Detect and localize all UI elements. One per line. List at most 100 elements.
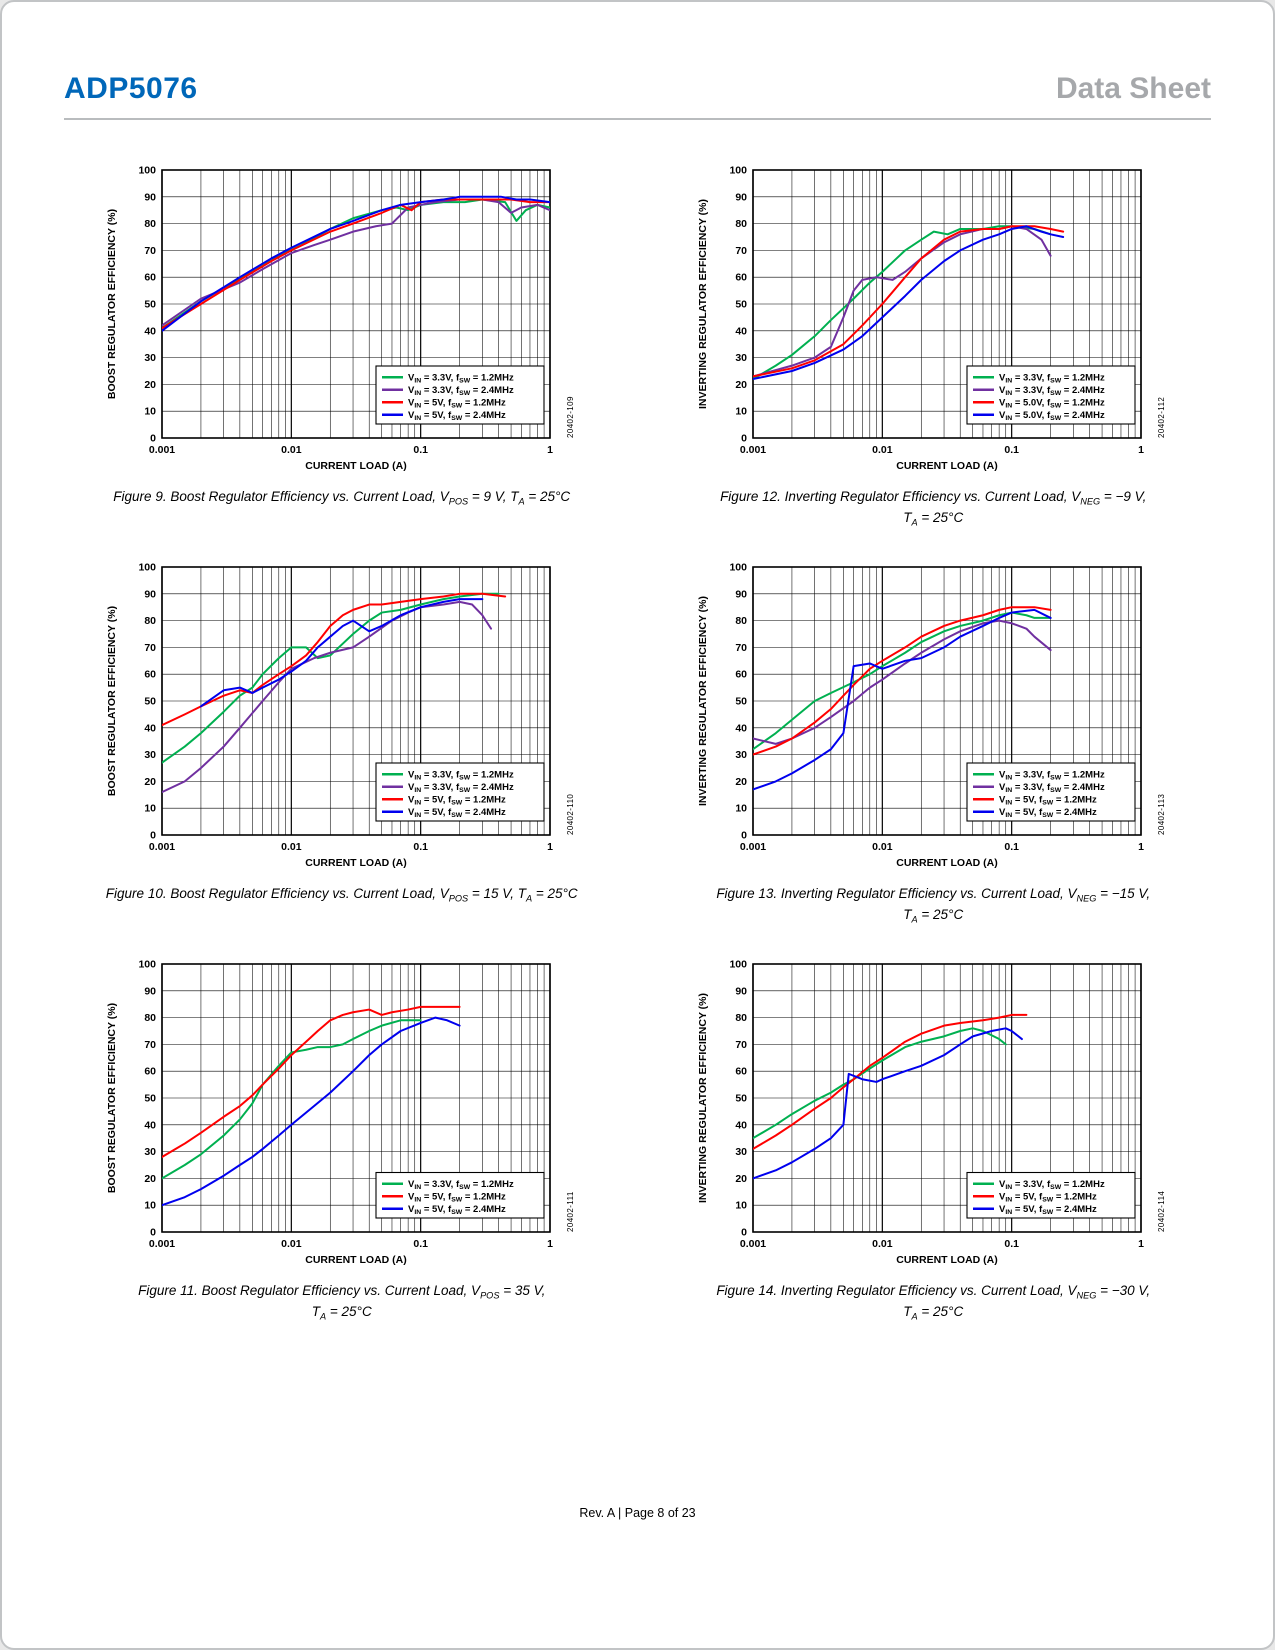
page-footer: Rev. A | Page 8 of 23 — [2, 1506, 1273, 1520]
figure-12-svg: 0 10 20 30 40 50 60 70 80 90 100 0.001 0.01 0.1 1 INVER… — [697, 165, 1166, 473]
svg-text:CURRENT LOAD (A): CURRENT LOAD (A) — [305, 460, 407, 472]
svg-text:1: 1 — [1138, 841, 1144, 853]
svg-text:70: 70 — [144, 642, 156, 654]
svg-text:0.1: 0.1 — [1005, 444, 1020, 456]
svg-text:VIN = 5V, fSW = 1.2MHz: VIN = 5V, fSW = 1.2MHz — [999, 1192, 1097, 1204]
svg-text:0.001: 0.001 — [149, 444, 175, 456]
svg-text:70: 70 — [736, 1039, 748, 1051]
svg-text:VIN = 3.3V, fSW = 2.4MHz: VIN = 3.3V, fSW = 2.4MHz — [408, 385, 514, 397]
series-line — [199, 598, 484, 708]
svg-text:50: 50 — [736, 696, 748, 708]
svg-text:0.1: 0.1 — [413, 1238, 428, 1250]
figure-13: 0 10 20 30 40 50 60 70 80 90 100 0.001 0.01 0.1 1 INVER… — [656, 555, 1212, 926]
figure-9: 0 10 20 30 40 50 60 70 80 90 100 0.001 0.01 0.1 1 BOOST… — [64, 158, 620, 529]
svg-text:1: 1 — [1138, 444, 1144, 456]
svg-text:BOOST REGULATOR EFFICIENCY (%): BOOST REGULATOR EFFICIENCY (%) — [106, 606, 118, 796]
svg-text:30: 30 — [736, 749, 748, 761]
svg-text:30: 30 — [144, 352, 156, 364]
svg-text:CURRENT LOAD (A): CURRENT LOAD (A) — [897, 460, 999, 472]
svg-text:20: 20 — [144, 379, 156, 391]
series-line — [161, 198, 550, 327]
plot-border — [160, 566, 551, 836]
svg-text:30: 30 — [736, 1146, 748, 1158]
svg-text:VIN = 5V, fSW = 2.4MHz: VIN = 5V, fSW = 2.4MHz — [999, 1204, 1097, 1216]
svg-text:20: 20 — [736, 776, 748, 788]
figure-11-svg: 0 10 20 30 40 50 60 70 80 90 100 0.001 0.01 0.1 1 BOOST… — [106, 959, 575, 1267]
svg-text:0: 0 — [741, 433, 747, 445]
svg-text:60: 60 — [144, 1066, 156, 1078]
svg-text:90: 90 — [736, 588, 748, 600]
svg-text:80: 80 — [144, 615, 156, 627]
part-number: ADP5076 — [64, 72, 198, 105]
svg-text:80: 80 — [736, 218, 748, 230]
svg-text:0.001: 0.001 — [740, 841, 766, 853]
svg-text:80: 80 — [144, 1012, 156, 1024]
svg-text:60: 60 — [736, 669, 748, 681]
svg-text:20402-112: 20402-112 — [1157, 397, 1166, 438]
svg-text:30: 30 — [144, 749, 156, 761]
svg-text:INVERTING REGULATOR EFFICIENCY: INVERTING REGULATOR EFFICIENCY (%) — [697, 199, 709, 409]
svg-text:50: 50 — [144, 1093, 156, 1105]
svg-text:90: 90 — [736, 985, 748, 997]
svg-text:40: 40 — [144, 1119, 156, 1131]
series-line — [753, 606, 1052, 756]
svg-text:90: 90 — [144, 588, 156, 600]
svg-text:VIN = 5V, fSW = 2.4MHz: VIN = 5V, fSW = 2.4MHz — [408, 410, 506, 422]
svg-text:20: 20 — [144, 776, 156, 788]
svg-text:VIN = 5V, fSW = 1.2MHz: VIN = 5V, fSW = 1.2MHz — [408, 795, 506, 807]
svg-text:VIN = 3.3V, fSW = 1.2MHz: VIN = 3.3V, fSW = 1.2MHz — [408, 1179, 514, 1191]
svg-text:40: 40 — [736, 325, 748, 337]
svg-text:0.001: 0.001 — [740, 444, 766, 456]
plot-border — [160, 963, 551, 1233]
svg-text:VIN = 3.3V, fSW = 1.2MHz: VIN = 3.3V, fSW = 1.2MHz — [408, 372, 514, 384]
figure-14-svg: 0 10 20 30 40 50 60 70 80 90 100 0.001 0.01 0.1 1 INVER… — [697, 959, 1166, 1267]
plot-border — [160, 169, 551, 439]
svg-text:0.01: 0.01 — [281, 1238, 302, 1250]
svg-text:0: 0 — [150, 830, 156, 842]
svg-text:60: 60 — [144, 272, 156, 284]
svg-text:0.01: 0.01 — [872, 444, 893, 456]
svg-text:VIN = 3.3V, fSW = 2.4MHz: VIN = 3.3V, fSW = 2.4MHz — [999, 385, 1105, 397]
figure-10: 0 10 20 30 40 50 60 70 80 90 100 0.001 0.01 0.1 1 BOOST… — [64, 555, 620, 926]
series-group — [753, 225, 1065, 381]
figure-14-chart: 0 10 20 30 40 50 60 70 80 90 100 0.001 0.01 0.1 1 INVER… — [693, 952, 1173, 1274]
svg-text:VIN = 5V, fSW = 2.4MHz: VIN = 5V, fSW = 2.4MHz — [999, 807, 1097, 819]
svg-text:30: 30 — [736, 352, 748, 364]
svg-text:100: 100 — [138, 165, 156, 177]
svg-text:20402-109: 20402-109 — [566, 396, 575, 438]
svg-text:60: 60 — [736, 272, 748, 284]
svg-text:40: 40 — [144, 325, 156, 337]
svg-text:0: 0 — [150, 433, 156, 445]
series-line — [161, 592, 506, 727]
svg-text:0.01: 0.01 — [872, 1238, 893, 1250]
plot-border — [752, 169, 1143, 439]
svg-text:INVERTING REGULATOR EFFICIENCY: INVERTING REGULATOR EFFICIENCY (%) — [697, 993, 709, 1203]
svg-text:CURRENT LOAD (A): CURRENT LOAD (A) — [305, 1254, 407, 1266]
svg-text:VIN = 3.3V, fSW = 1.2MHz: VIN = 3.3V, fSW = 1.2MHz — [999, 372, 1105, 384]
svg-text:80: 80 — [736, 1012, 748, 1024]
svg-text:10: 10 — [736, 406, 748, 418]
svg-text:VIN = 3.3V, fSW = 1.2MHz: VIN = 3.3V, fSW = 1.2MHz — [999, 770, 1105, 782]
plot-border — [752, 963, 1143, 1233]
svg-text:20402-111: 20402-111 — [566, 1191, 575, 1232]
svg-text:20: 20 — [736, 379, 748, 391]
svg-text:90: 90 — [144, 191, 156, 203]
figure-13-caption: Figure 13. Inverting Regulator Efficienc… — [716, 886, 1151, 925]
svg-text:40: 40 — [736, 722, 748, 734]
svg-text:0.1: 0.1 — [413, 444, 428, 456]
figure-10-chart: 0 10 20 30 40 50 60 70 80 90 100 0.001 0.01 0.1 1 BOOST… — [102, 555, 582, 877]
svg-text:50: 50 — [144, 299, 156, 311]
series-line — [161, 600, 492, 794]
svg-text:0.01: 0.01 — [281, 444, 302, 456]
svg-text:1: 1 — [547, 841, 553, 853]
svg-text:70: 70 — [736, 245, 748, 257]
figure-12-caption: Figure 12. Inverting Regulator Efficienc… — [720, 489, 1147, 528]
svg-text:100: 100 — [138, 562, 156, 574]
svg-text:90: 90 — [736, 191, 748, 203]
svg-text:1: 1 — [1138, 1238, 1144, 1250]
